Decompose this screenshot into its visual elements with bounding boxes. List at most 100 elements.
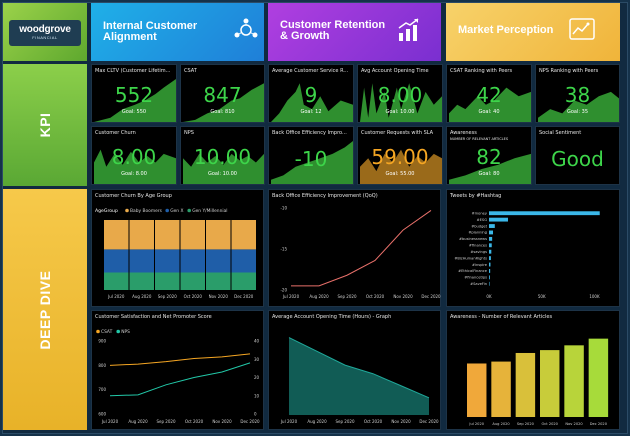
bar-segment: [155, 220, 180, 250]
kpi-tile[interactable]: Back Office Efficiency Impro... -10: [268, 126, 354, 185]
awareness-articles-chart: Jul 2020 Aug 2020 Sep 2020 Oct 2020 Nov 2020…: [467, 338, 609, 426]
kpi-tile[interactable]: Social Sentiment Good: [535, 126, 620, 185]
kpi-sparkline-area: [449, 153, 531, 184]
kpi-tile[interactable]: Avg Account Opening Time 8.00 Goal: 10.00: [357, 64, 443, 123]
series-line: [109, 353, 251, 366]
bar: [489, 224, 495, 228]
header-retention-growth[interactable]: Customer Retention & Growth: [268, 3, 441, 61]
kpi-tile[interactable]: Average Customer Service R... 9 Goal: 12: [268, 64, 354, 123]
side-kpi: KPI: [3, 64, 87, 186]
y-tick-label-right: 20: [254, 375, 260, 380]
bar: [491, 361, 511, 417]
kpi-tile[interactable]: Customer Churn 8.00 Goal: 8.00: [91, 126, 177, 185]
kpi-goal: Goal: 80: [478, 171, 500, 177]
x-tick-label: Sep 2020: [336, 419, 355, 424]
kpi-goal: Goal: 810: [210, 109, 235, 115]
bar-segment: [104, 220, 129, 250]
kpi-sparkline-area: [183, 83, 264, 122]
y-tick-label-right: 10: [254, 393, 260, 398]
side-kpi-label: KPI: [37, 112, 53, 138]
logo: woodgrove FINANCIAL: [9, 20, 81, 46]
series-line: [109, 362, 251, 397]
bar: [489, 236, 493, 241]
kpi-value: 10.00: [193, 145, 252, 169]
kpi-value: Good: [551, 147, 604, 171]
panel-title: Back Office Efficiency Improvement (QoQ): [272, 193, 378, 199]
y-tick-label-left: 700: [98, 387, 106, 392]
bar: [489, 243, 492, 248]
y-tick-label: #ESG: [477, 218, 488, 222]
y-tick-label: #savings: [470, 250, 487, 254]
people-network-icon: [234, 18, 258, 38]
x-tick-label: Sep 2020: [158, 294, 177, 299]
x-tick-label: Oct 2020: [541, 422, 558, 426]
panel-tweets-by-hashtag[interactable]: Tweets by #Hashtag #money #ESG #budget #pla…: [446, 189, 620, 307]
panel-churn-by-age[interactable]: Customer Churn By Age Group AgeGroup Baby…: [91, 189, 264, 307]
churn-by-age-chart: AgeGroup Baby Boomers Gen X Gen Y/Millennia…: [95, 208, 256, 299]
panel-title: Average Account Opening Time (Hours) - G…: [272, 314, 392, 320]
back-office-efficiency-chart: -20 -15 -10 Jul 2020 Aug 2020 Sep 2020 Oct 202…: [280, 206, 441, 300]
legend-marker: [125, 208, 129, 213]
header-internal-alignment[interactable]: Internal Customer Alignment: [91, 3, 264, 61]
kpi-goal: Goal: 8.00: [121, 171, 147, 177]
kpi-value: -10: [294, 147, 328, 171]
bar: [564, 345, 584, 417]
panel-awareness-articles[interactable]: Awareness - Number of Relevant Articles …: [446, 310, 620, 430]
kpi-tile[interactable]: NPS Ranking with Peers 38 Goal: 35: [535, 64, 620, 123]
x-tick-label: Sep 2020: [157, 419, 176, 424]
kpi-tile[interactable]: Awareness NUMBER OF RELEVANT ARTICLES 82 Go…: [446, 126, 532, 185]
x-tick-label: Jul 2020: [101, 419, 119, 424]
legend-marker: [165, 208, 169, 213]
x-tick-label: Oct 2020: [364, 419, 383, 424]
kpi-tile[interactable]: Max CLTV (Customer Lifetim... 552 Goal: 55…: [91, 64, 177, 123]
bar-segment: [155, 272, 180, 290]
kpi-title: NPS Ranking with Peers: [539, 68, 599, 74]
growth-chart-icon: [398, 18, 419, 41]
panel-back-office-efficiency[interactable]: Back Office Efficiency Improvement (QoQ)…: [268, 189, 441, 307]
bar: [489, 275, 490, 280]
kpi-sparkline: [183, 153, 264, 184]
kpi-tile[interactable]: CSAT Ranking with Peers 42 Goal: 40: [446, 64, 532, 123]
x-tick-label: Oct 2020: [366, 294, 385, 299]
bar: [515, 352, 536, 417]
legend-title: AgeGroup: [95, 208, 118, 214]
panel-title: Customer Churn By Age Group: [95, 193, 172, 199]
bar: [489, 217, 508, 222]
panel-account-opening-time[interactable]: Average Account Opening Time (Hours) - G…: [268, 310, 441, 430]
kpi-sparkline-area: [360, 149, 442, 184]
kpi-tile[interactable]: CSAT 847 Goal: 810: [180, 64, 265, 123]
kpi-title: Average Customer Service R...: [272, 68, 349, 74]
kpi-tile[interactable]: Customer Requests with SLA 59.00 Goal: 55.…: [357, 126, 443, 185]
legend-marker: [187, 208, 191, 213]
kpi-sparkline-area: [271, 83, 353, 122]
legend-marker: [116, 329, 120, 334]
bar: [489, 249, 492, 254]
legend-label: CSAT: [101, 329, 113, 335]
header-market-title: Market Perception: [458, 24, 554, 36]
header-market-perception[interactable]: Market Perception: [446, 3, 620, 61]
kpi-sparkline: [94, 79, 176, 122]
x-tick-label: Dec 2020: [234, 294, 254, 299]
area-fill: [289, 337, 429, 415]
side-deep-dive-label: DEEP DIVE: [37, 270, 53, 349]
x-tick-label: Nov 2020: [212, 419, 232, 424]
kpi-value: 847: [203, 83, 242, 107]
bar: [467, 363, 487, 417]
kpi-title: Max CLTV (Customer Lifetim...: [95, 68, 171, 74]
panel-csat-nps[interactable]: Customer Satisfaction and Net Promoter S…: [91, 310, 264, 430]
kpi-value: 59.00: [371, 145, 429, 169]
x-tick-label: Jul 2020: [280, 419, 298, 424]
y-tick-label-right: 0: [254, 412, 257, 417]
kpi-tile[interactable]: NPS 10.00 Goal: 10.00: [180, 126, 265, 185]
kpi-value: 552: [114, 83, 154, 107]
kpi-value: 42: [476, 83, 502, 107]
legend-label: Gen X: [170, 208, 183, 214]
y-tick-label: #SaveFin: [470, 282, 487, 286]
x-tick-label: Aug 2020: [492, 422, 510, 426]
legend-label: Baby Boomers: [130, 208, 163, 214]
bar: [489, 269, 491, 273]
y-tick-label: #finances: [469, 244, 487, 248]
panel-title: Tweets by #Hashtag: [450, 193, 502, 199]
y-tick-label-right: 30: [254, 357, 260, 362]
x-tick-label: Aug 2020: [309, 294, 329, 299]
